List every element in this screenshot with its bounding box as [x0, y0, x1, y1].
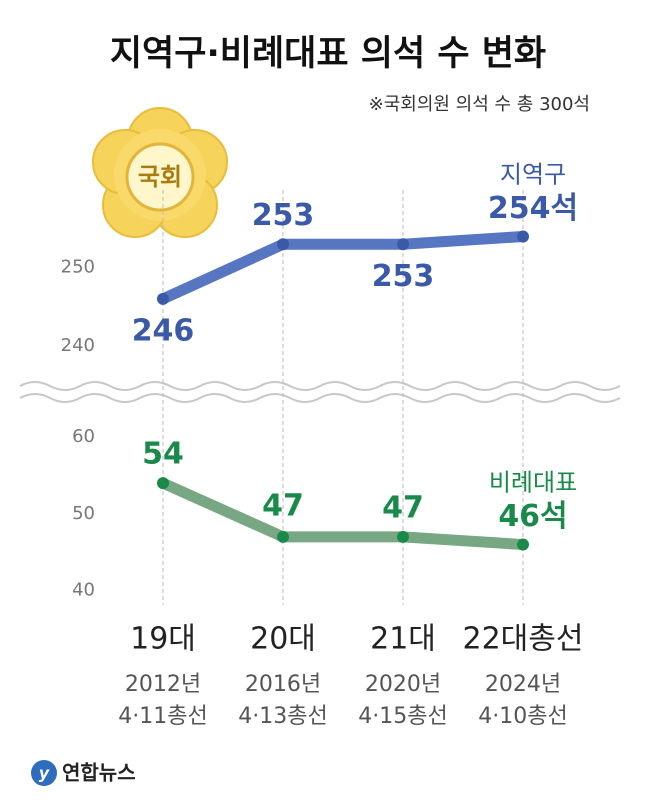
- series-line: [157, 477, 529, 551]
- value-label: 253: [372, 259, 435, 294]
- x-tick-year: 2024년: [485, 672, 561, 697]
- point: [397, 530, 409, 543]
- emblem-label: 국회: [138, 163, 182, 191]
- source: 연합뉴스: [62, 761, 136, 785]
- value-label: 254석: [488, 191, 578, 226]
- value-label: 54: [142, 437, 184, 472]
- title: 지역구·비례대표 의석 수 변화: [110, 34, 546, 74]
- series-line: [157, 230, 529, 305]
- series-name: 지역구: [500, 160, 566, 188]
- value-label: 253: [252, 198, 315, 233]
- value-label: 246: [132, 313, 195, 348]
- point: [517, 538, 529, 551]
- point: [277, 238, 289, 251]
- x-tick-label: 22대총선: [463, 622, 584, 657]
- x-tick-label: 20대: [250, 622, 316, 657]
- svg-text:y: y: [39, 764, 50, 783]
- point: [157, 292, 169, 305]
- x-tick-year: 2020년: [365, 672, 441, 697]
- y-tick-label: 50: [72, 503, 95, 524]
- series-name: 비례대표: [489, 469, 577, 497]
- value-label: 47: [262, 488, 304, 523]
- x-tick-election: 4·15총선: [358, 704, 447, 729]
- value-label: 46석: [498, 499, 567, 534]
- x-tick-election: 4·11총선: [118, 704, 207, 729]
- x-tick-year: 2016년: [245, 672, 321, 697]
- y-tick-label: 240: [61, 335, 95, 356]
- x-tick-label: 21대: [370, 622, 436, 657]
- y-tick-label: 250: [61, 257, 95, 278]
- y-tick-label: 60: [72, 426, 95, 447]
- logo: y 연합뉴스: [31, 760, 136, 786]
- x-tick-election: 4·13총선: [238, 704, 327, 729]
- x-tick-label: 19대: [130, 622, 196, 657]
- point: [397, 238, 409, 251]
- point: [157, 477, 169, 490]
- axis-break: [19, 381, 621, 403]
- y-tick-label: 40: [72, 580, 95, 601]
- point: [277, 530, 289, 543]
- x-tick-election: 4·10총선: [478, 704, 567, 729]
- x-tick-year: 2012년: [125, 672, 201, 697]
- emblem: 국회: [92, 107, 228, 238]
- point: [517, 230, 529, 243]
- value-label: 47: [382, 490, 424, 525]
- subtitle: ※국회의원 의석 수 총 300석: [369, 94, 590, 115]
